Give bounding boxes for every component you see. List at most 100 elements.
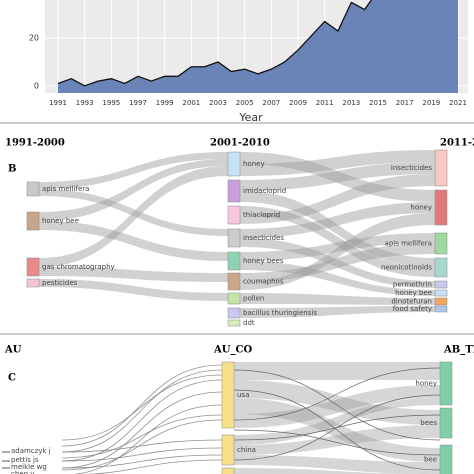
flow-link	[61, 391, 223, 469]
flow-link	[61, 419, 223, 471]
x-tick-label: 1999	[156, 99, 174, 107]
column-header: 1991-2000	[5, 138, 65, 149]
node-label: imidacloprid	[243, 187, 286, 195]
line	[57, 0, 373, 87]
flow-link	[233, 389, 441, 471]
flow-link	[39, 152, 228, 189]
node-label: bacillus thuringiensis	[243, 309, 317, 317]
flow-link	[234, 468, 440, 474]
node-label: adamczyk j	[11, 447, 51, 455]
node	[439, 407, 453, 439]
panel-label: C	[8, 373, 16, 384]
x-axis-label: Year	[238, 111, 263, 124]
node-label: bees	[420, 419, 437, 427]
flow-link	[61, 439, 223, 453]
node-label: food safety	[393, 305, 432, 313]
x-tick-label: 1995	[102, 99, 120, 107]
x-tick-label: 2019	[422, 99, 440, 107]
node-label: dinotefuran	[391, 298, 432, 306]
x-tick-label: 1991	[49, 99, 67, 107]
node	[221, 361, 235, 429]
node-label: apis mellifera	[42, 185, 89, 193]
column-header: AB_TM	[443, 345, 474, 356]
node	[434, 305, 448, 313]
flow-link	[61, 369, 223, 453]
flow-link	[61, 374, 223, 441]
panel-label: B	[8, 164, 16, 175]
node	[227, 272, 241, 291]
flow-link	[240, 243, 435, 282]
column-header: AU_CO	[213, 345, 252, 356]
node	[434, 257, 448, 278]
node-label: insecticides	[243, 234, 284, 242]
x-tick-label: 2003	[209, 99, 227, 107]
x-tick-label: 2001	[182, 99, 200, 107]
flow-link	[233, 367, 441, 421]
node	[434, 149, 448, 187]
node	[26, 211, 40, 231]
node-label: coumaphos	[243, 278, 284, 286]
node-label: honey bees	[243, 257, 284, 265]
y-tick-label: 0	[34, 81, 39, 90]
node-label: thiacloprid	[243, 211, 280, 219]
node	[227, 307, 241, 319]
node-label: honey bee	[395, 289, 432, 297]
flow-link	[61, 379, 223, 462]
flow-link	[86, 459, 223, 474]
flow-link	[61, 364, 223, 447]
y-tick-label: 20	[29, 34, 39, 43]
flow-link	[233, 394, 441, 461]
node-label: pollen	[243, 295, 264, 303]
flow-link	[234, 398, 440, 445]
flow-link	[39, 159, 228, 221]
node	[434, 297, 448, 306]
node-label: gas chromatography	[42, 263, 115, 271]
column-header: AU	[4, 345, 22, 356]
x-tick-label: 2007	[262, 99, 280, 107]
node	[221, 434, 235, 466]
flow-link	[240, 261, 435, 296]
flow-link	[240, 238, 435, 288]
x-tick-label: 2009	[289, 99, 307, 107]
node-label: insecticides	[391, 164, 432, 172]
x-tick-label: 2011	[316, 99, 334, 107]
node	[221, 467, 235, 474]
flow-link	[234, 385, 440, 428]
node	[434, 280, 448, 289]
flow-link	[240, 174, 435, 224]
flow-link	[240, 293, 435, 305]
node	[434, 289, 448, 297]
node	[227, 319, 241, 327]
flow-link	[39, 267, 228, 282]
node	[439, 361, 453, 406]
node	[227, 292, 241, 305]
node	[26, 257, 40, 277]
node	[26, 278, 40, 288]
node	[26, 181, 40, 197]
flow-link	[39, 221, 228, 261]
node-label: usa	[237, 391, 249, 399]
column-header: 2001-2010	[210, 138, 270, 149]
node-label: apis mellifera	[385, 240, 432, 248]
node-label: neonicotinoids	[381, 264, 432, 272]
area	[58, 0, 458, 93]
flow-link	[240, 233, 435, 261]
flow-link	[234, 362, 440, 380]
flow-link	[234, 455, 440, 474]
flow-link	[240, 162, 435, 191]
node-label: pesticides	[42, 279, 78, 287]
flow-link	[240, 202, 435, 238]
flow-link	[61, 447, 223, 462]
node	[439, 444, 453, 474]
node	[227, 228, 241, 248]
node-label: honey bee	[42, 217, 79, 225]
x-tick-label: 2013	[342, 99, 360, 107]
flow-link	[240, 150, 435, 176]
node-label: honey	[243, 160, 265, 168]
node	[227, 151, 241, 177]
x-tick-label: 1993	[76, 99, 94, 107]
node-label: ddt	[243, 319, 255, 327]
flow-link	[61, 414, 223, 459]
node-label: meikle wg	[11, 463, 47, 471]
flow-link	[240, 213, 435, 290]
